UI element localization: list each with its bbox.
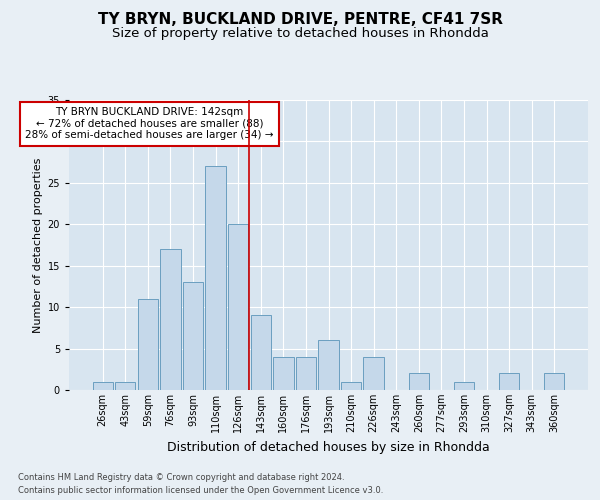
Bar [296, 357, 316, 390]
Bar [341, 382, 361, 390]
Bar [228, 224, 248, 390]
Bar [160, 249, 181, 390]
Bar [92, 382, 113, 390]
Text: Contains HM Land Registry data © Crown copyright and database right 2024.: Contains HM Land Registry data © Crown c… [18, 474, 344, 482]
Bar [205, 166, 226, 390]
Bar [183, 282, 203, 390]
Bar [273, 357, 293, 390]
Bar [138, 299, 158, 390]
Text: Size of property relative to detached houses in Rhondda: Size of property relative to detached ho… [112, 28, 488, 40]
Bar [499, 374, 519, 390]
Text: Contains public sector information licensed under the Open Government Licence v3: Contains public sector information licen… [18, 486, 383, 495]
Bar [409, 374, 429, 390]
Text: TY BRYN BUCKLAND DRIVE: 142sqm
← 72% of detached houses are smaller (88)
28% of : TY BRYN BUCKLAND DRIVE: 142sqm ← 72% of … [25, 108, 274, 140]
Bar [319, 340, 338, 390]
Bar [454, 382, 474, 390]
Bar [544, 374, 565, 390]
X-axis label: Distribution of detached houses by size in Rhondda: Distribution of detached houses by size … [167, 440, 490, 454]
Text: TY BRYN, BUCKLAND DRIVE, PENTRE, CF41 7SR: TY BRYN, BUCKLAND DRIVE, PENTRE, CF41 7S… [97, 12, 503, 28]
Bar [251, 316, 271, 390]
Bar [364, 357, 384, 390]
Y-axis label: Number of detached properties: Number of detached properties [34, 158, 43, 332]
Bar [115, 382, 136, 390]
